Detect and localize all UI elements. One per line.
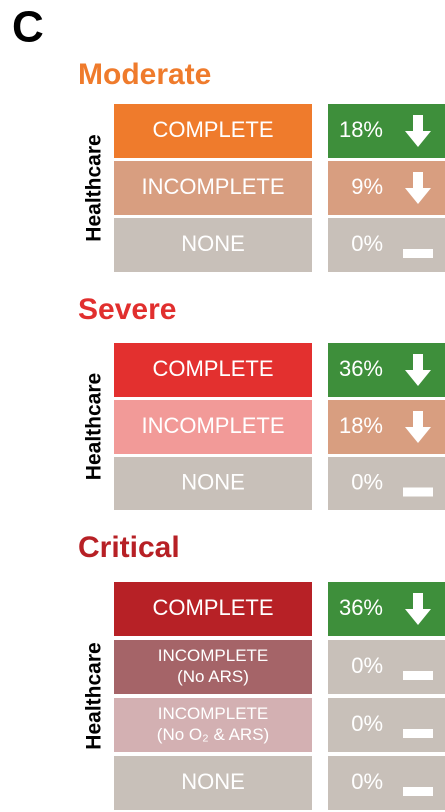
value-label: 9% [351, 174, 383, 199]
category-label: INCOMPLETE [141, 413, 284, 438]
category-label: (No ARS) [177, 667, 249, 686]
category-label: INCOMPLETE [158, 646, 269, 665]
value-label: 18% [339, 413, 383, 438]
section-title: Critical [78, 531, 180, 564]
side-label: Healthcare [83, 134, 106, 241]
side-label: Healthcare [83, 642, 106, 749]
down-arrow [405, 115, 431, 147]
flat-indicator [403, 729, 433, 738]
category-label: INCOMPLETE [141, 174, 284, 199]
category-box [114, 756, 312, 810]
category-box [114, 161, 312, 215]
panel-label: C [12, 3, 44, 52]
value-box [328, 457, 445, 510]
category-label: COMPLETE [152, 595, 273, 620]
category-box [114, 343, 312, 397]
value-label: 18% [339, 117, 383, 142]
category-label: COMPLETE [152, 356, 273, 381]
down-arrow [405, 411, 431, 443]
value-box [328, 698, 445, 752]
category-label: NONE [181, 231, 245, 256]
value-label: 0% [351, 469, 383, 494]
category-box [114, 218, 312, 272]
category-box [114, 698, 312, 752]
category-box [114, 582, 312, 636]
down-arrow [405, 172, 431, 204]
category-label: NONE [181, 469, 245, 494]
flat-indicator [403, 787, 433, 796]
flat-indicator [403, 487, 433, 497]
section-title: Moderate [78, 58, 211, 91]
category-label: COMPLETE [152, 117, 273, 142]
down-arrow [405, 354, 431, 386]
category-label: NONE [181, 769, 245, 794]
category-label: (No O₂ & ARS) [157, 725, 269, 744]
side-label: Healthcare [83, 373, 106, 480]
flat-indicator [403, 671, 433, 680]
section-title: Severe [78, 293, 176, 326]
value-label: 0% [351, 231, 383, 256]
category-box [114, 400, 312, 454]
value-label: 36% [339, 356, 383, 381]
category-box [114, 457, 312, 510]
value-box [328, 218, 445, 272]
value-box [328, 756, 445, 810]
value-label: 36% [339, 595, 383, 620]
category-label: INCOMPLETE [158, 704, 269, 723]
category-box [114, 104, 312, 158]
flat-indicator [403, 249, 433, 258]
value-label: 0% [351, 769, 383, 794]
value-label: 0% [351, 711, 383, 736]
value-box [328, 640, 445, 694]
value-label: 0% [351, 653, 383, 678]
category-box [114, 640, 312, 694]
down-arrow [405, 593, 431, 625]
